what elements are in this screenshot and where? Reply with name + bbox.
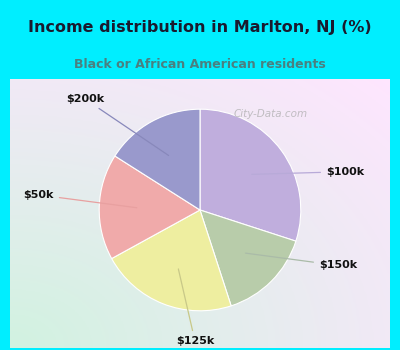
Text: $200k: $200k [66,94,168,155]
Text: $150k: $150k [246,253,357,271]
Wedge shape [115,109,200,210]
Wedge shape [200,210,296,306]
Text: City-Data.com: City-Data.com [234,109,308,119]
Wedge shape [112,210,231,311]
Text: $125k: $125k [176,269,214,346]
Text: Income distribution in Marlton, NJ (%): Income distribution in Marlton, NJ (%) [28,20,372,35]
Wedge shape [200,109,301,241]
Text: Black or African American residents: Black or African American residents [74,58,326,71]
Text: $50k: $50k [24,190,137,208]
Wedge shape [99,156,200,259]
Text: $100k: $100k [252,167,364,177]
